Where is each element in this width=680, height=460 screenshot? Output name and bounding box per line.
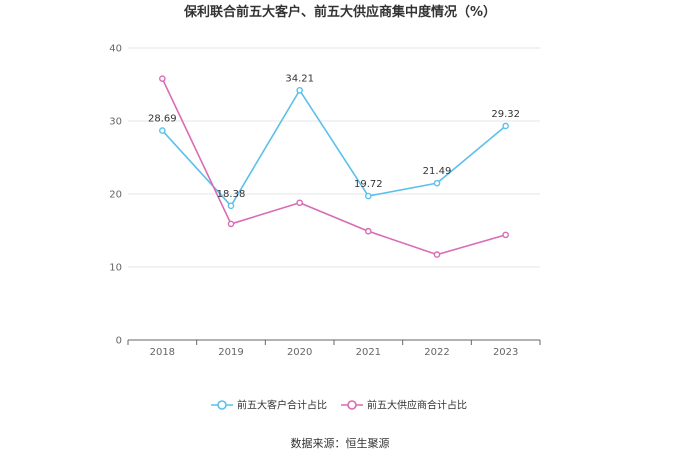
data-point-2-2019: [227, 220, 235, 228]
data-label-2022: 21.49: [423, 166, 452, 177]
data-point-2-2022: [433, 251, 441, 258]
data-point-2-2020: [296, 199, 303, 207]
x-tick-label-2023: 2023: [493, 347, 518, 358]
data-source-note: 数据来源：恒生聚源: [291, 436, 390, 450]
x-tick-label-2019: 2019: [218, 347, 243, 358]
data-point-2-2023: [502, 231, 509, 239]
data-point-1-2018: [159, 127, 166, 134]
y-tick-label-40: 40: [109, 44, 122, 55]
x-tick-label-2021: 2021: [356, 347, 381, 358]
data-label-2020: 34.21: [285, 73, 314, 84]
y-tick-label-20: 20: [109, 190, 122, 201]
legend-item-2: 前五大供应商合计占比: [341, 399, 467, 412]
data-point-1-2022: [433, 179, 441, 187]
legend-marker-icon: [217, 400, 227, 410]
series-1: [159, 86, 509, 210]
data-label-2019: 18.38: [217, 189, 246, 200]
legend-label-1: 前五大客户合计占比: [237, 399, 327, 412]
series-line-1: [161, 89, 507, 207]
grid-lines: [128, 47, 540, 268]
data-point-1-2020: [296, 86, 303, 94]
legend-label-2: 前五大供应商合计占比: [367, 399, 467, 412]
legend: 前五大客户合计占比 前五大供应商合计占比: [211, 399, 467, 412]
data-label-2023: 29.32: [491, 109, 520, 120]
x-tick-label-2018: 2018: [150, 347, 175, 358]
y-tick-label-30: 30: [109, 117, 122, 128]
data-point-1-2019: [227, 202, 235, 210]
y-tick-label-0: 0: [116, 336, 122, 347]
series-line-2: [161, 78, 506, 256]
data-point-2-2021: [365, 227, 372, 235]
data-labels: 28.69 18.38 34.21 19.72 21.49 29.32: [148, 73, 520, 200]
data-label-2021: 19.72: [354, 179, 383, 190]
x-tick-label-2020: 2020: [287, 347, 312, 358]
data-point-1-2023: [502, 122, 509, 130]
legend-item-1: 前五大客户合计占比: [211, 399, 327, 412]
data-point-2-2018: [159, 75, 166, 82]
y-tick-label-10: 10: [109, 263, 122, 274]
axes: 0 10 20 30 40 2018 2019 2020 2021 2022 2023: [109, 44, 541, 358]
series-layer: [159, 75, 509, 258]
legend-marker-icon: [347, 400, 357, 410]
series-2: [159, 75, 509, 258]
chart-title: 保利联合前五大客户、前五大供应商集中度情况（%）: [183, 4, 496, 20]
data-label-2018: 28.69: [148, 114, 177, 125]
data-point-1-2021: [365, 192, 372, 200]
x-tick-label-2022: 2022: [424, 347, 449, 358]
